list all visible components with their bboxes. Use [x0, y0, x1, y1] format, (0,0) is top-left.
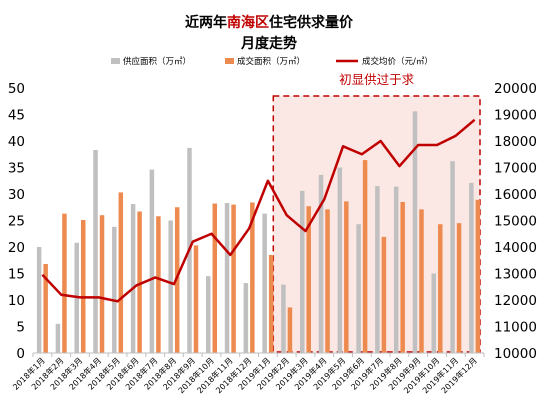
bar-deal-area	[99, 215, 105, 353]
bar-supply-area	[337, 167, 343, 353]
bar-deal-area	[475, 199, 481, 353]
bar-supply-area	[112, 226, 117, 353]
bar-deal-area	[250, 202, 255, 353]
bar-supply-area	[55, 323, 61, 353]
bar-supply-area	[36, 247, 42, 353]
bar-deal-area	[231, 204, 236, 353]
y-right-tick-label: 10000	[494, 346, 537, 362]
bar-deal-area	[80, 219, 86, 353]
y-right-tick-label: 12000	[494, 293, 537, 309]
bar-deal-area	[62, 213, 67, 353]
y-right-tick-label: 17000	[494, 161, 537, 177]
bar-supply-area	[412, 111, 418, 353]
bar-supply-area	[431, 273, 437, 353]
bar-supply-area	[224, 203, 230, 353]
y-right-tick-label: 19000	[494, 108, 537, 124]
legend-swatch-deal	[225, 58, 234, 64]
bar-deal-area	[287, 307, 293, 353]
legend-swatch-supply	[111, 58, 120, 64]
bar-deal-area	[400, 201, 405, 353]
annotation-label: 初显供过于求	[339, 72, 415, 87]
bar-deal-area	[118, 192, 124, 353]
bar-supply-area	[450, 161, 455, 353]
bar-deal-area	[137, 211, 142, 353]
bar-supply-area	[168, 220, 173, 353]
bar-supply-area	[356, 224, 361, 353]
bar-supply-area	[469, 182, 474, 353]
title-highlight: 南海区	[227, 15, 269, 31]
bar-supply-area	[375, 186, 380, 353]
y-left-tick-label: 25	[8, 214, 25, 230]
legend-label-supply: 供应面积（万㎡）	[123, 56, 191, 67]
y-right-tick-label: 20000	[494, 81, 537, 97]
bar-deal-area	[362, 160, 368, 353]
bar-supply-area	[130, 204, 136, 353]
y-left-tick-label: 0	[16, 346, 25, 362]
y-left-tick-label: 30	[8, 187, 25, 203]
bar-deal-area	[268, 254, 274, 353]
bar-supply-area	[318, 174, 324, 353]
y-right-tick-label: 11000	[494, 320, 537, 336]
chart-title: 近两年南海区住宅供求量价	[0, 12, 538, 32]
y-left-tick-label: 5	[16, 320, 25, 336]
bar-deal-area	[419, 209, 424, 353]
bar-supply-area	[262, 213, 267, 353]
bar-deal-area	[306, 206, 311, 353]
title-part-3: 住宅供求量价	[269, 15, 353, 31]
bar-supply-area	[393, 186, 399, 353]
bar-deal-area	[193, 245, 199, 353]
y-left-tick-label: 35	[8, 161, 25, 177]
legend-label-deal: 成交面积（万㎡）	[237, 56, 305, 67]
bar-deal-area	[325, 209, 330, 353]
bar-deal-area	[456, 223, 462, 353]
y-right-tick-label: 18000	[494, 134, 537, 150]
y-right-tick-label: 15000	[494, 214, 537, 230]
bar-deal-area	[174, 207, 180, 353]
y-right-tick-label: 13000	[494, 267, 537, 283]
y-left-tick-label: 40	[8, 134, 25, 150]
title-part-1: 近两年	[185, 15, 227, 31]
bar-supply-area	[149, 169, 155, 353]
y-left-tick-label: 15	[8, 267, 25, 283]
bar-deal-area	[156, 216, 161, 353]
bar-deal-area	[43, 263, 48, 353]
bar-deal-area	[344, 201, 349, 353]
legend-label-price: 成交均价（元/㎡）	[362, 56, 433, 67]
bar-supply-area	[206, 276, 211, 353]
bar-deal-area	[438, 224, 443, 353]
y-left-tick-label: 20	[8, 240, 25, 256]
chart-subtitle: 月度走势	[241, 36, 297, 52]
bar-supply-area	[299, 190, 305, 353]
bar-supply-area	[243, 283, 249, 353]
line-avg-price	[41, 118, 476, 303]
y-left-tick-label: 10	[8, 293, 25, 309]
bar-deal-area	[212, 203, 218, 353]
bar-deal-area	[381, 236, 387, 353]
y-right-tick-label: 16000	[494, 187, 537, 203]
bar-supply-area	[93, 150, 98, 353]
y-right-tick-label: 14000	[494, 240, 537, 256]
y-left-tick-label: 45	[8, 108, 25, 124]
bar-supply-area	[281, 284, 286, 353]
y-left-tick-label: 50	[8, 81, 25, 97]
